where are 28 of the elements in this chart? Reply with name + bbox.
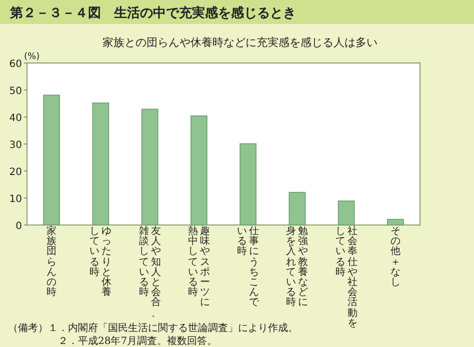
bar [43,94,60,226]
x-tick-label: 家族団らんの時 [46,226,58,300]
y-tick-label: 50 [9,86,22,97]
bar [338,200,355,226]
y-tick-label: 30 [9,140,22,151]
category-label: 趣味やスポーツに熱中している時 [188,226,210,308]
y-tick-label: 0 [16,221,22,232]
y-tick-label: 10 [9,194,22,205]
category-label: 社会奉仕や社会活動をしている時 [335,226,358,329]
bar [141,108,158,226]
category-label: ゆったりと休養している時 [90,226,112,298]
bar [288,192,306,226]
y-tick-label: 60 [9,59,22,70]
chart-title: 第２－３－４図 生活の中で充実感を感じるとき [9,5,296,21]
text: ２．平成28年7月調査。複数回答。 [58,335,218,347]
bar [240,143,256,226]
chart-subtitle: 家族との団らんや休養時などに充実感を感じる人は多い [102,36,378,49]
bar [190,116,208,226]
bar [387,218,404,226]
text: （備考）１．内閣府「国民生活に関する世論調査」により作成。 [8,322,298,334]
y-tick-label: 40 [9,113,22,124]
category-label: 仕事にうちこんでいる時 [237,226,260,308]
category-label: 友人や知人と会合、雑談している時 [138,226,161,319]
bar [92,102,110,226]
category-label: 勉強や教養などに身を入れている時 [286,226,308,308]
y-tick-label: 20 [9,167,22,178]
y-axis-title: (%) [24,52,40,62]
x-tick-label: その他＋なし [389,226,402,290]
